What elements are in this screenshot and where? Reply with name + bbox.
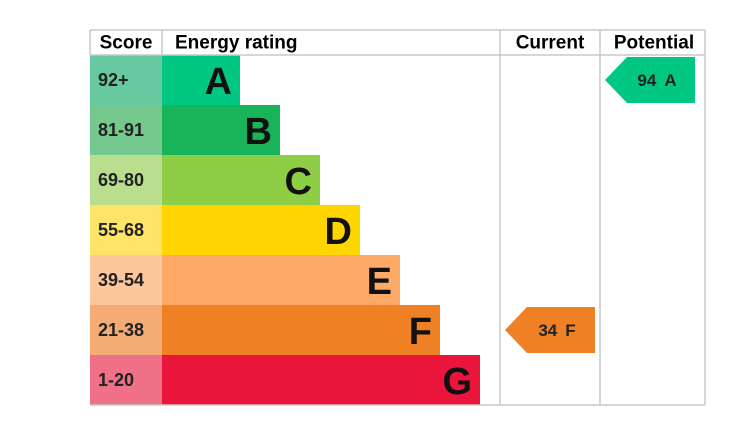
rating-letter: A (205, 61, 232, 103)
score-cell (90, 105, 162, 155)
current-label: 34 F (538, 321, 575, 340)
header-score: Score (100, 33, 153, 54)
rating-letter: G (442, 361, 472, 403)
header-current: Current (516, 33, 585, 54)
rating-bar (162, 155, 320, 205)
current-arrow (505, 307, 595, 353)
current-score: 34 (538, 321, 557, 340)
rating-letter: B (245, 111, 272, 153)
potential-arrow (605, 57, 695, 103)
rating-bar (162, 255, 400, 305)
rating-bar (162, 205, 360, 255)
score-cell (90, 155, 162, 205)
score-cell (90, 55, 162, 105)
potential-score: 94 (637, 71, 656, 90)
header-rating: Energy rating (175, 33, 297, 54)
rating-letter: D (325, 211, 352, 253)
score-cell (90, 305, 162, 355)
score-cell (90, 255, 162, 305)
score-range: 92+ (98, 70, 129, 90)
header-potential: Potential (614, 33, 694, 54)
score-range: 69-80 (98, 170, 144, 190)
score-cell (90, 355, 162, 405)
score-range: 21-38 (98, 320, 144, 340)
potential-label: 94 A (637, 71, 676, 90)
rating-letter: C (285, 161, 312, 203)
potential-letter: A (664, 71, 676, 90)
rating-bar (162, 105, 280, 155)
score-range: 1-20 (98, 370, 134, 390)
current-letter: F (565, 321, 575, 340)
rating-letter: F (409, 311, 432, 353)
rating-bar (162, 55, 240, 105)
score-range: 39-54 (98, 270, 144, 290)
score-cell (90, 205, 162, 255)
rating-bar (162, 305, 440, 355)
rating-bar (162, 355, 480, 405)
score-range: 55-68 (98, 220, 144, 240)
score-range: 81-91 (98, 120, 144, 140)
rating-letter: E (367, 261, 392, 303)
